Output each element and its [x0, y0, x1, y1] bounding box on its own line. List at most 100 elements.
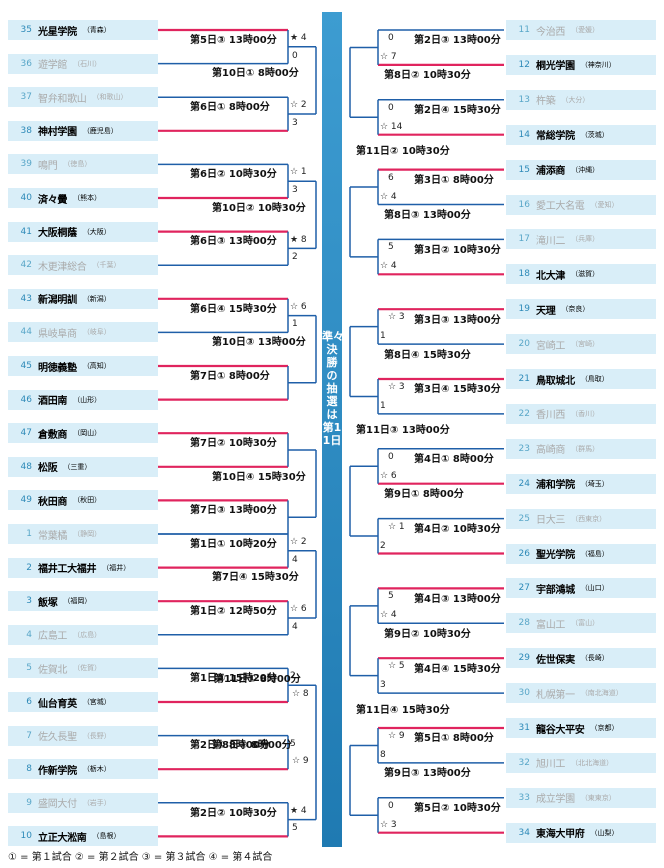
team-prefecture: （佐賀）: [73, 664, 102, 673]
game-time: 第2日② 10時30分: [190, 807, 277, 819]
team-name: 光星学院: [38, 26, 77, 38]
team-number: 45: [20, 361, 32, 371]
team-prefecture: （愛知）: [590, 200, 619, 209]
team-row: 44 県岐阜商 （岐阜）: [8, 322, 158, 343]
team-name: 新潟明訓: [38, 295, 77, 307]
game-score: 0: [292, 50, 298, 61]
team-number: 22: [518, 408, 530, 419]
team-prefecture: （岡山）: [73, 429, 102, 438]
team-number: 6: [26, 697, 32, 707]
team-row: 31 龍谷大平安 （京都）: [506, 718, 656, 738]
team-prefecture: （西東京）: [571, 514, 607, 523]
team-prefecture: （群馬）: [571, 444, 600, 453]
team-name: 済々黌: [38, 194, 68, 206]
team-number: 15: [518, 164, 530, 175]
game-score: ☆ 3: [388, 312, 405, 323]
team-number: 25: [518, 513, 530, 524]
game-score: ☆ 4: [380, 261, 397, 272]
team-name: 鳴門: [38, 160, 58, 172]
game-score: 4: [292, 621, 298, 632]
round-time: 第8日① 8時00分: [212, 740, 292, 752]
team-number: 23: [518, 443, 530, 454]
round-time: 第9日③ 13時00分: [384, 768, 471, 780]
game-time: 第6日③ 13時00分: [190, 236, 277, 248]
team-name: 大阪桐蔭: [38, 228, 77, 240]
center-band: 準々決勝の抽選は第11日: [322, 12, 344, 847]
game-score: 3: [292, 117, 298, 128]
team-prefecture: （茨城）: [580, 130, 609, 139]
team-row: 40 済々黌 （熊本）: [8, 188, 158, 208]
team-name: 浦和学院: [536, 480, 575, 492]
round-time: 第11日③ 13時00分: [356, 425, 450, 437]
team-name: 成立学園: [536, 794, 575, 806]
team-number: 48: [20, 461, 32, 472]
game-score: ★ 4: [290, 805, 307, 816]
game-score: ☆ 2: [290, 537, 307, 547]
team-name: 宇部鴻城: [536, 584, 575, 596]
team-name: 倉敷商: [38, 429, 68, 441]
team-row: 9 盛岡大付 （岩手）: [8, 792, 158, 813]
game-score: ☆ 6: [380, 470, 397, 481]
game-time: 第1日③ 15時20分: [190, 673, 277, 685]
team-row: 15 浦添商 （沖縄）: [506, 159, 656, 180]
team-row: 34 東海大甲府 （山梨）: [506, 822, 656, 843]
team-row: 24 浦和学院 （埼玉）: [506, 473, 656, 494]
team-number: 1: [26, 529, 32, 539]
team-name: 旭川工: [536, 759, 566, 771]
team-name: 富山工: [536, 619, 566, 631]
team-row: 35 光星学院 （青森）: [8, 20, 158, 40]
game-time: 第5日② 10時30分: [414, 803, 501, 815]
team-row: 20 宮崎工 （宮崎）: [506, 334, 656, 355]
team-prefecture: （静岡）: [73, 530, 102, 538]
team-name: 秋田商: [38, 496, 68, 508]
game-score: 6: [388, 172, 394, 183]
team-prefecture: （三重）: [63, 462, 92, 471]
team-name: 聖光学院: [536, 550, 575, 561]
team-prefecture: （沖縄）: [571, 165, 600, 174]
game-score: 5: [388, 591, 394, 602]
team-name: 神村学園: [38, 127, 77, 139]
game-score: 0: [388, 33, 394, 43]
team-row: 10 立正大淞南 （島根）: [8, 826, 158, 847]
team-number: 19: [518, 304, 530, 315]
team-name: 高崎商: [536, 445, 566, 457]
team-row: 8 作新学院 （栃木）: [8, 759, 158, 780]
team-number: 40: [20, 193, 32, 203]
team-row: 45 明徳義塾 （高知）: [8, 356, 158, 376]
team-name: 明徳義塾: [38, 362, 77, 374]
team-number: 31: [518, 723, 530, 733]
team-row: 23 高崎商 （群馬）: [506, 438, 656, 459]
team-number: 14: [518, 129, 530, 140]
team-row: 18 北大津 （滋賀）: [506, 264, 656, 285]
game-score: ☆ 2: [290, 100, 307, 111]
team-row: 16 愛工大名電 （愛知）: [506, 194, 656, 215]
team-prefecture: （愛媛）: [571, 26, 600, 34]
team-prefecture: （滋賀）: [571, 270, 600, 279]
team-prefecture: （大分）: [561, 95, 590, 104]
team-number: 17: [518, 234, 530, 245]
team-number: 2: [26, 562, 32, 573]
round-time: 第11日④ 15時30分: [356, 704, 450, 716]
team-row: 14 常総学院 （茨城）: [506, 124, 656, 145]
team-name: 桐光学園: [536, 61, 575, 73]
game-score: ☆ 9: [292, 756, 309, 767]
round-time: 第10日② 10時30分: [212, 202, 306, 214]
team-name: 常総学院: [536, 131, 575, 143]
team-prefecture: （青森）: [82, 26, 111, 34]
game-score: ☆ 1: [388, 521, 405, 532]
team-name: 常葉橘: [38, 530, 68, 542]
team-prefecture: （千葉）: [92, 261, 121, 270]
team-prefecture: （広島）: [73, 630, 102, 639]
team-name: 松阪: [38, 463, 58, 475]
team-row: 12 桐光学園 （神奈川）: [506, 54, 656, 75]
team-prefecture: （香川）: [571, 409, 600, 418]
team-name: 北大津: [536, 270, 566, 282]
game-time: 第4日③ 13時00分: [414, 593, 501, 605]
game-time: 第1日① 10時20分: [190, 538, 277, 550]
team-number: 43: [20, 293, 32, 304]
team-number: 7: [26, 730, 32, 741]
team-prefecture: （岩手）: [82, 798, 111, 807]
team-number: 37: [20, 92, 32, 103]
team-name: 東海大甲府: [536, 829, 585, 841]
team-prefecture: （奈良）: [561, 305, 590, 314]
